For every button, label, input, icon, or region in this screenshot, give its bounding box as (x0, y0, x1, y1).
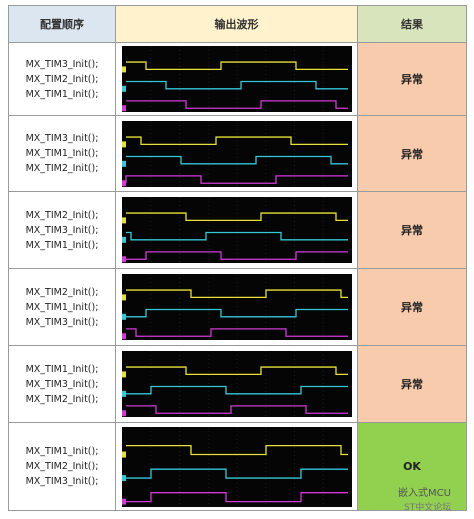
init-line: MX_TIM3_Init(); (25, 378, 99, 390)
channel-marker (121, 217, 126, 224)
result-cell: 异常 (358, 346, 467, 423)
wave-cell (116, 423, 358, 511)
channel-marker (121, 371, 126, 378)
channel-marker (121, 474, 126, 481)
scope-trace (125, 468, 348, 479)
channel-marker (121, 160, 126, 167)
init-line: MX_TIM2_Init(); (25, 163, 99, 174)
scope-trace (125, 366, 348, 376)
init-cell: MX_TIM2_Init(); MX_TIM3_Init(); MX_TIM1_In… (9, 192, 116, 269)
watermark: ST中文论坛 (404, 503, 452, 513)
channel-marker (121, 294, 126, 301)
oscilloscope-image (121, 351, 352, 417)
init-line: MX_TIM1_Init(); (25, 148, 99, 159)
oscilloscope-image (121, 274, 352, 340)
init-line: MX_TIM2_Init(); (25, 209, 99, 221)
header-cell: 输出波形 (116, 6, 358, 43)
scope-trace (125, 135, 348, 145)
scope-trace (125, 289, 348, 299)
channel-marker (121, 236, 126, 243)
scope-trace (125, 405, 348, 414)
scope-trace (125, 491, 348, 502)
channel-marker (121, 179, 126, 186)
wave-cell (116, 192, 358, 269)
channel-marker (121, 498, 126, 505)
channel-marker (121, 140, 126, 147)
result-cell: 异常 (358, 116, 467, 192)
init-line: MX_TIM1_Init(); (25, 239, 99, 251)
init-cell: MX_TIM1_Init(); MX_TIM2_Init(); MX_TIM3_In… (9, 423, 116, 511)
wave-cell (116, 346, 358, 423)
result-cell: OK (358, 423, 467, 511)
scope-trace (125, 308, 348, 318)
channel-marker (121, 85, 126, 92)
init-line: MX_TIM1_Init(); (25, 446, 99, 457)
scope-trace (125, 444, 348, 455)
oscilloscope-image (121, 120, 352, 187)
scope-trace (125, 212, 348, 222)
oscilloscope-image (121, 46, 352, 112)
init-line: MX_TIM1_Init(); (25, 301, 99, 313)
result-table: 配置顺序 输出波形 结果 MX_TIM3_Init(); MX_TIM2_Init… (8, 5, 467, 511)
result-cell: 异常 (358, 192, 467, 269)
channel-marker (121, 451, 126, 458)
init-line: MX_TIM3_Init(); (25, 224, 99, 236)
result-cell: 异常 (358, 269, 467, 346)
channel-marker (121, 256, 126, 263)
init-cell: MX_TIM3_Init(); MX_TIM1_Init(); MX_TIM2_In… (9, 116, 116, 192)
watermark: 嵌入式MCU (398, 488, 451, 499)
init-cell: MX_TIM2_Init(); MX_TIM1_Init(); MX_TIM3_In… (9, 269, 116, 346)
channel-marker (121, 410, 126, 417)
channel-marker (121, 313, 126, 320)
header-cell: 配置顺序 (9, 6, 116, 43)
scope-trace (125, 251, 348, 260)
scope-trace (125, 80, 348, 90)
init-line: MX_TIM1_Init(); (25, 363, 99, 375)
scope-trace (125, 100, 348, 109)
channel-marker (121, 105, 126, 112)
init-line: MX_TIM2_Init(); (25, 73, 99, 85)
init-line: MX_TIM3_Init(); (25, 58, 99, 70)
init-line: MX_TIM1_Init(); (25, 88, 99, 100)
wave-cell (116, 43, 358, 116)
wave-cell (116, 116, 358, 192)
scope-trace (124, 174, 348, 184)
scope-trace (125, 385, 348, 395)
init-line: MX_TIM3_Init(); (25, 133, 99, 144)
init-line: MX_TIM2_Init(); (25, 286, 99, 298)
wave-cell (116, 269, 358, 346)
result-cell: 异常 (358, 43, 467, 116)
oscilloscope-image (121, 426, 352, 507)
channel-marker (121, 390, 126, 397)
scope-trace (125, 61, 348, 71)
oscilloscope-image (121, 197, 352, 263)
header-cell: 结果 (358, 6, 467, 43)
channel-marker (121, 333, 126, 340)
scope-trace (125, 231, 348, 241)
init-line: MX_TIM2_Init(); (25, 461, 99, 472)
init-cell: MX_TIM3_Init(); MX_TIM2_Init(); MX_TIM1_In… (9, 43, 116, 116)
init-line: MX_TIM3_Init(); (25, 316, 99, 328)
scope-trace (125, 155, 348, 164)
init-cell: MX_TIM1_Init(); MX_TIM3_Init(); MX_TIM2_In… (9, 346, 116, 423)
init-line: MX_TIM2_Init(); (25, 393, 99, 405)
scope-trace (125, 328, 348, 337)
init-line: MX_TIM3_Init(); (25, 476, 99, 487)
channel-marker (121, 66, 126, 73)
